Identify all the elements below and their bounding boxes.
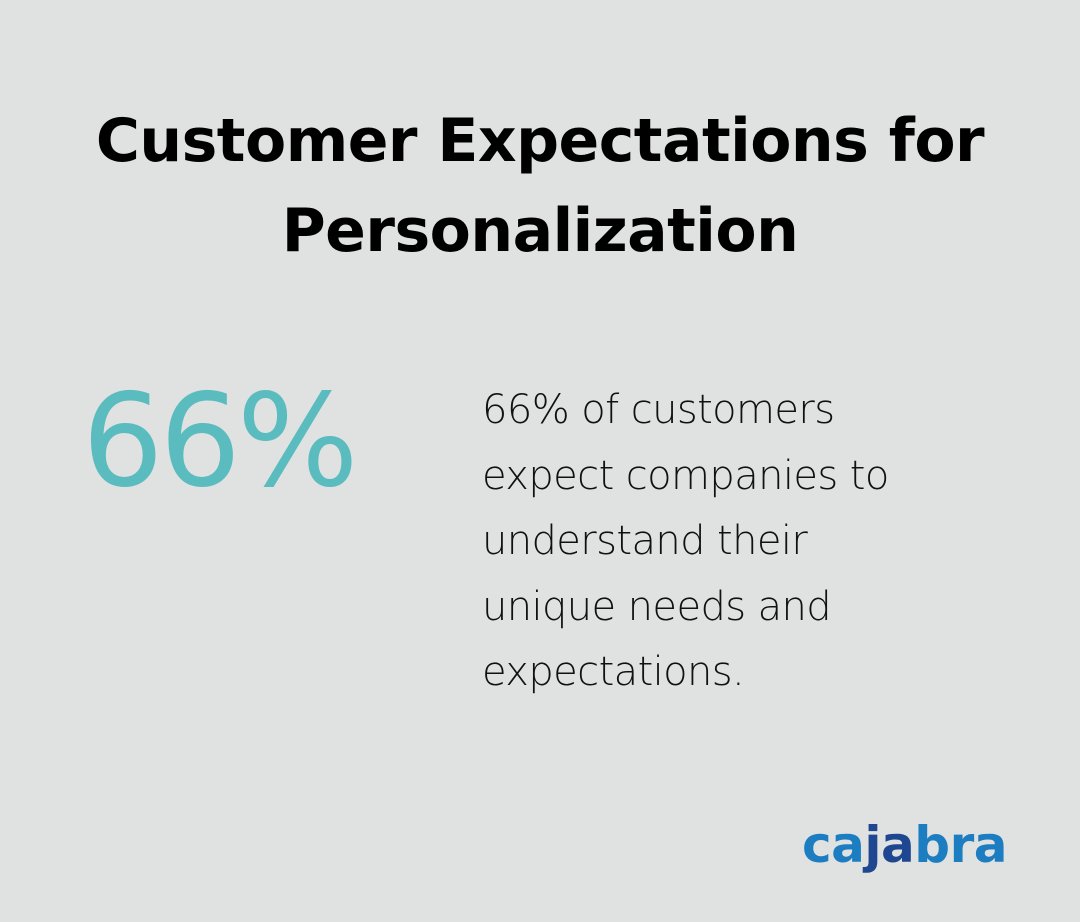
logo-part-bra: bra — [914, 816, 1007, 874]
stat-value: 66% — [82, 367, 358, 516]
stat-description: 66% of customers expect companies to und… — [482, 378, 962, 706]
description-line: 66% of customers — [482, 387, 835, 433]
page-title: Customer Expectations for Personalizatio… — [0, 96, 1080, 276]
description-line: understand their — [482, 518, 808, 564]
description-line: unique needs and — [482, 583, 832, 630]
description-line: expectations. — [482, 649, 745, 695]
title-line-1: Customer Expectations for — [95, 106, 985, 176]
title-line-2: Personalization — [281, 196, 799, 266]
cajabra-logo: cajabra — [802, 810, 1007, 880]
description-line: expect companies to — [482, 452, 889, 499]
logo-part-ja: ja — [864, 816, 915, 874]
logo-part-ca: ca — [802, 816, 865, 874]
